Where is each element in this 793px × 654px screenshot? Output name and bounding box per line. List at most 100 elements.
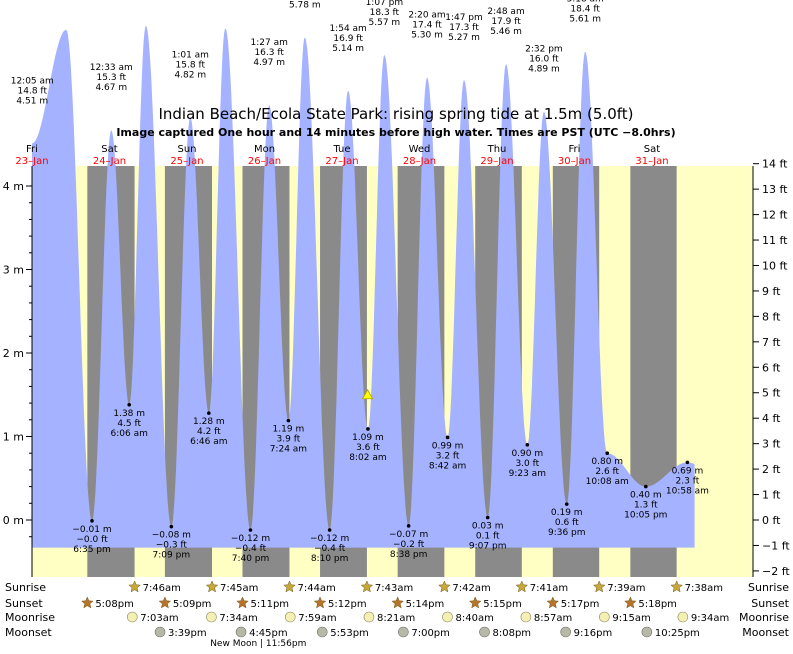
moonrise-icon (442, 612, 452, 622)
low-tide-dot (565, 502, 569, 506)
low-tide-metres: 1.09 m (352, 433, 384, 443)
low-tide-metres: −0.08 m (152, 531, 191, 541)
sunset-star-icon (625, 597, 636, 608)
sunset-star-icon (159, 597, 170, 608)
high-tide-metres: 4.67 m (95, 83, 127, 93)
low-tide-feet: 0.1 ft (476, 531, 500, 541)
sunset-star-icon (82, 597, 93, 608)
moonrise-time: 8:40am (455, 613, 493, 624)
chart-subtitle: Image captured One hour and 14 minutes b… (116, 126, 675, 139)
right-tick-label: 8 ft (762, 310, 781, 323)
sunrise-star-icon (284, 581, 295, 592)
moonset-time: 3:39pm (168, 628, 207, 639)
low-tide-time: 6:46 am (190, 437, 227, 447)
sunset-star-icon (547, 597, 558, 608)
day-date-label: 27–Jan (325, 156, 358, 167)
right-tick-label: 12 ft (762, 209, 788, 222)
sunset-time: 5:15pm (483, 599, 522, 610)
sunrise-time: 7:43am (375, 583, 413, 594)
high-tide-time: 2:32 pm (525, 45, 563, 55)
high-tide-time: 2:20 am (408, 10, 445, 20)
left-tick-label: 1 m (3, 431, 24, 444)
sunrise-row-label-left: Sunrise (5, 581, 46, 594)
day-name-label: Fri (26, 144, 38, 155)
left-tick-label: 2 m (3, 347, 24, 360)
right-tick-label: 11 ft (762, 234, 788, 247)
chart-title: Indian Beach/Ecola State Park: rising sp… (158, 105, 633, 123)
high-tide-metres: 5.30 m (411, 30, 443, 40)
left-tick-label: 4 m (3, 180, 24, 193)
low-tide-feet: 4.5 ft (117, 419, 141, 429)
high-tide-feet: 17.4 ft (412, 20, 442, 30)
moonset-icon (480, 627, 490, 637)
sunrise-star-icon (671, 581, 683, 592)
low-tide-time: 10:08 am (586, 477, 629, 487)
low-tide-metres: −0.12 m (310, 534, 349, 544)
high-tide-metres: 4.89 m (528, 65, 560, 75)
sunrise-star-icon (439, 581, 450, 592)
sunrise-star-icon (206, 581, 217, 592)
right-tick-label: 4 ft (762, 412, 781, 425)
low-tide-time: 8:10 pm (311, 554, 349, 564)
moonset-row-label-right: Moonset (742, 626, 789, 639)
day-date-label: 29–Jan (480, 156, 513, 167)
sunrise-star-icon (516, 581, 527, 592)
moonset-icon (236, 627, 246, 637)
low-tide-feet: −0.0 ft (76, 535, 108, 545)
right-tick-label: 6 ft (762, 361, 781, 374)
high-tide-metres: 4.82 m (174, 71, 206, 81)
moonrise-time: 8:57am (534, 613, 572, 624)
moonset-time: 7:00pm (411, 628, 450, 639)
low-tide-time: 9:07 pm (469, 541, 507, 551)
right-tick-label: 9 ft (762, 285, 781, 298)
moonset-time: 8:08pm (493, 628, 532, 639)
low-tide-dot (90, 519, 94, 523)
sunrise-star-icon (594, 581, 605, 592)
day-name-label: Sat (644, 144, 660, 155)
sunset-star-icon (470, 597, 481, 608)
sunset-time: 5:11pm (250, 599, 289, 610)
high-tide-time: 2:48 am (487, 7, 524, 17)
sunrise-time: 7:46am (143, 583, 181, 594)
low-tide-feet: 2.6 ft (595, 467, 619, 477)
low-tide-dot (249, 528, 253, 532)
high-tide-feet: 18.4 ft (570, 5, 600, 15)
high-tide-time: 1:54 am (329, 24, 366, 34)
low-tide-time: 10:05 pm (624, 511, 667, 521)
moonset-icon (561, 627, 571, 637)
low-tide-time: 8:38 pm (390, 550, 428, 560)
sunset-star-icon (392, 597, 404, 608)
low-tide-metres: 1.19 m (273, 425, 305, 435)
low-tide-dot (605, 451, 609, 455)
low-tide-feet: 3.0 ft (515, 459, 539, 469)
low-tide-metres: −0.01 m (72, 525, 111, 535)
moonset-icon (642, 627, 652, 637)
day-labels: Fri23–JanSat24–JanSun25–JanMon26–JanTue2… (15, 144, 668, 167)
right-tick-label: 7 ft (762, 336, 781, 349)
moonset-icon (398, 627, 408, 637)
right-tick-label: −2 ft (762, 565, 790, 578)
sunset-time: 5:12pm (328, 599, 367, 610)
high-tide-feet: 16.0 ft (529, 55, 559, 65)
sunset-row-label-right: Sunset (751, 597, 789, 610)
high-tide-feet: 15.3 ft (97, 73, 127, 83)
sunrise-row-label-right: Sunrise (748, 581, 789, 594)
day-name-label: Thu (487, 144, 507, 155)
day-date-label: 23–Jan (15, 156, 48, 167)
low-tide-feet: −0.4 ft (314, 544, 346, 554)
right-tick-label: 13 ft (762, 183, 788, 196)
new-moon-label: New Moon | 11:56pm (210, 639, 306, 649)
moonrise-row-label-right: Moonrise (739, 611, 789, 624)
low-tide-metres: 0.69 m (672, 466, 704, 476)
moonrise-icon (127, 612, 137, 622)
high-tide-time: 12:05 am (11, 76, 54, 86)
high-tide-feet: 17.9 ft (491, 17, 521, 27)
high-tide-metres: 5.78 m (289, 0, 321, 10)
low-tide-dot (486, 516, 490, 520)
sunrise-time: 7:39am (607, 583, 645, 594)
moonrise-icon (678, 612, 688, 622)
low-tide-feet: −0.4 ft (235, 544, 267, 554)
moonrise-icon (521, 612, 531, 622)
